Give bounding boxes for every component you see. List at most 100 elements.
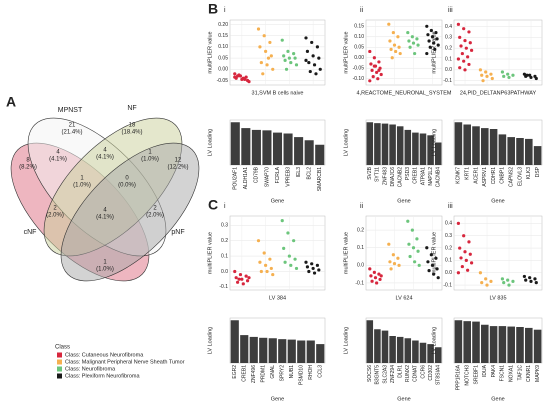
- y-axis-label: LV Loading: [207, 129, 213, 156]
- legend-label: Class: Cutaneous Neurofibroma: [65, 352, 144, 358]
- data-point: [433, 47, 437, 51]
- legend-swatch: [57, 359, 62, 365]
- data-point: [500, 277, 504, 281]
- data-point: [398, 51, 402, 56]
- data-point: [376, 77, 380, 81]
- venn-percent: (0.0%): [118, 183, 136, 189]
- data-point: [464, 46, 468, 50]
- x-tick-label: DNAJC6: [390, 167, 396, 187]
- venn-count: 1: [80, 176, 84, 182]
- y-tick-label: 0.2: [221, 238, 228, 244]
- x-tick-label: DSP: [535, 166, 541, 177]
- data-point: [456, 57, 460, 61]
- data-point: [292, 52, 296, 56]
- data-point: [413, 51, 417, 56]
- data-point: [243, 77, 247, 81]
- data-point: [392, 261, 397, 266]
- data-point: [238, 272, 243, 277]
- data-point: [507, 283, 511, 287]
- data-point: [391, 30, 395, 35]
- x-tick-label: ASPRV1: [482, 167, 488, 187]
- bar: [283, 133, 293, 165]
- data-point: [294, 266, 299, 271]
- y-tick-label: -0.1: [443, 282, 452, 288]
- data-point: [428, 45, 432, 49]
- x-tick-label: PRDM1: [261, 365, 267, 383]
- data-point: [304, 36, 308, 40]
- data-point: [470, 48, 474, 52]
- x-tick-label: CACNB2: [398, 167, 404, 188]
- data-point: [269, 54, 273, 58]
- data-point: [256, 27, 261, 31]
- data-point: [264, 49, 268, 53]
- x-tick-label: ATP8A1: [420, 167, 426, 185]
- y-tick-label: 0.20: [218, 22, 228, 28]
- x-tick-label: ZNF294: [390, 365, 396, 383]
- venn-count: 21: [69, 123, 76, 129]
- x-tick-label: CD79B: [254, 166, 260, 183]
- bar: [533, 329, 542, 363]
- data-point: [233, 75, 237, 79]
- x-axis-label: Gene: [271, 396, 284, 402]
- data-point: [287, 56, 291, 60]
- y-tick-label: 0.2: [445, 245, 452, 251]
- data-point: [425, 51, 429, 56]
- data-point: [435, 267, 439, 271]
- y-tick-label: 0.1: [445, 258, 452, 264]
- y-tick-label: 0.10: [354, 34, 364, 40]
- data-point: [294, 63, 299, 67]
- data-point: [485, 74, 489, 78]
- bar: [287, 339, 296, 363]
- y-tick-label: 0.05: [354, 45, 364, 51]
- data-point: [478, 68, 482, 72]
- data-point: [307, 269, 311, 274]
- data-point: [311, 266, 315, 271]
- data-point: [314, 72, 318, 76]
- x-tick-label: PSMD10: [299, 365, 305, 385]
- bar: [366, 320, 374, 363]
- data-point: [413, 260, 417, 264]
- x-axis-label: 24,PID_DELTANP63PATHWAY: [460, 90, 537, 96]
- bar: [498, 134, 507, 165]
- bar: [381, 123, 389, 165]
- x-tick-label: KLK3: [526, 167, 532, 179]
- bar: [419, 342, 427, 363]
- bar: [304, 140, 314, 165]
- data-point: [459, 256, 463, 260]
- data-point: [417, 263, 421, 267]
- x-axis-label: LV 624: [395, 295, 412, 301]
- data-point: [534, 281, 538, 285]
- data-point: [425, 246, 429, 250]
- data-point: [377, 272, 381, 276]
- y-tick-label: 0.00: [218, 67, 228, 73]
- data-point: [507, 75, 511, 80]
- bar: [472, 126, 480, 165]
- data-point: [387, 22, 391, 26]
- data-point: [271, 67, 275, 71]
- x-axis-label: 31,SVM B cells naive: [252, 90, 304, 96]
- data-point: [436, 276, 440, 280]
- data-point: [375, 281, 379, 285]
- data-point: [259, 60, 263, 65]
- x-tick-label: CREB1: [242, 365, 248, 382]
- bar: [498, 326, 507, 363]
- data-point: [304, 58, 308, 62]
- data-point: [318, 67, 322, 71]
- data-point: [463, 250, 467, 254]
- y-tick-label: 0.1: [445, 56, 452, 62]
- y-axis-label: LV Loading: [431, 327, 437, 354]
- x-tick-label: ELOVL3: [517, 167, 523, 186]
- data-point: [436, 43, 440, 47]
- plot-background: [365, 215, 443, 291]
- venn-percent: (2.0%): [146, 213, 164, 219]
- data-point: [410, 228, 414, 232]
- data-point: [435, 37, 439, 41]
- data-point: [415, 37, 419, 41]
- data-point: [429, 28, 433, 33]
- venn-count: 2: [153, 206, 157, 212]
- y-tick-label: 0.10: [218, 44, 228, 50]
- data-point: [317, 268, 321, 272]
- data-point: [456, 221, 460, 225]
- bar: [507, 326, 515, 363]
- x-axis-label: LV 835: [489, 295, 506, 301]
